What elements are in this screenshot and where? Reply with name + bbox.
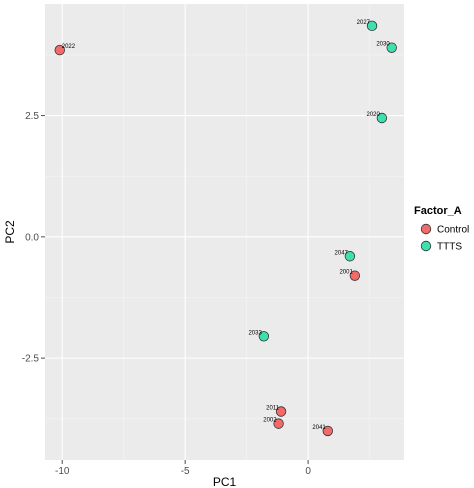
data-point-ttts [366,20,378,32]
legend-label: Control [437,225,469,236]
data-point-control [54,44,65,56]
data-point-control [273,418,284,429]
point-label: 2033 [248,330,262,336]
point-label: 2041 [312,425,326,431]
x-tick-label: -5 [181,466,190,477]
x-axis-ticks: -10 -5 0 [55,460,311,477]
point-label: 2011 [266,405,280,411]
point-label: 2001 [339,270,353,276]
point-label: 2022 [62,44,76,50]
legend-label: TTTS [437,242,462,253]
plot-panel [45,4,404,460]
point-label: 2020 [367,112,381,118]
y-tick-label: -2.5 [22,354,40,365]
y-tick-label: 2.5 [25,111,39,122]
x-tick-label: 0 [305,466,311,477]
x-axis-title: PC1 [213,475,237,488]
data-point-ttts [258,331,270,342]
legend-key-control [420,223,432,235]
data-points: 2022 2001 2011 2002 2041 2027 2030 2020 2047 2033 [54,20,397,437]
x-tick-label: -10 [55,466,70,477]
y-axis-ticks: -2.5 0.0 2.5 [22,111,45,365]
y-axis-title: PC2 [3,220,17,244]
data-point-ttts [386,42,397,53]
legend-title: Factor_A [414,205,462,217]
data-point-control [322,425,333,437]
grid-lines [45,4,404,460]
y-tick-label: 0.0 [25,232,39,243]
data-point-control [349,270,361,281]
legend: Factor_A Control TTTS [414,205,469,253]
legend-key-ttts [420,240,432,252]
point-label: 2047 [335,250,349,256]
data-point-ttts [376,112,388,124]
point-label: 2002 [263,418,277,424]
data-point-control [275,406,287,417]
point-label: 2030 [376,42,390,48]
data-point-ttts [344,251,356,262]
point-label: 2027 [357,20,371,26]
